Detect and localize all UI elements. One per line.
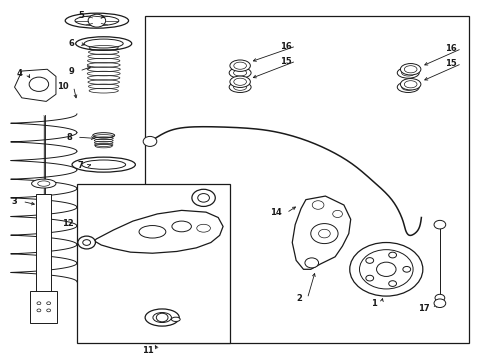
Circle shape bbox=[78, 236, 96, 249]
Ellipse shape bbox=[82, 160, 125, 169]
Ellipse shape bbox=[75, 16, 119, 26]
Ellipse shape bbox=[397, 67, 419, 78]
Text: 8: 8 bbox=[66, 132, 72, 141]
Text: 6: 6 bbox=[69, 39, 74, 48]
Bar bbox=[30, 291, 57, 323]
Ellipse shape bbox=[402, 84, 415, 90]
Ellipse shape bbox=[172, 221, 192, 232]
Text: 5: 5 bbox=[78, 11, 84, 20]
Ellipse shape bbox=[75, 37, 132, 50]
Ellipse shape bbox=[404, 66, 417, 73]
Text: 16: 16 bbox=[279, 41, 291, 50]
Ellipse shape bbox=[230, 76, 250, 87]
Ellipse shape bbox=[400, 64, 421, 75]
Circle shape bbox=[366, 275, 374, 281]
Circle shape bbox=[350, 243, 423, 296]
Ellipse shape bbox=[397, 82, 419, 93]
Ellipse shape bbox=[400, 78, 421, 90]
Ellipse shape bbox=[153, 312, 172, 323]
Text: 12: 12 bbox=[62, 220, 74, 229]
Circle shape bbox=[37, 309, 41, 312]
Ellipse shape bbox=[38, 181, 50, 186]
Ellipse shape bbox=[402, 69, 415, 76]
Ellipse shape bbox=[139, 226, 166, 238]
Text: 4: 4 bbox=[17, 69, 23, 78]
Circle shape bbox=[434, 220, 446, 229]
Circle shape bbox=[389, 252, 396, 258]
Polygon shape bbox=[292, 196, 351, 269]
Bar bbox=[77, 184, 230, 342]
Circle shape bbox=[143, 136, 157, 147]
Ellipse shape bbox=[72, 157, 135, 172]
Ellipse shape bbox=[234, 62, 246, 69]
Polygon shape bbox=[84, 210, 223, 253]
Circle shape bbox=[305, 258, 318, 268]
Ellipse shape bbox=[230, 60, 250, 71]
Text: 2: 2 bbox=[296, 294, 302, 303]
Circle shape bbox=[83, 240, 91, 246]
Circle shape bbox=[435, 294, 445, 301]
Circle shape bbox=[318, 229, 330, 238]
Ellipse shape bbox=[84, 39, 123, 48]
Text: 14: 14 bbox=[270, 208, 282, 217]
Ellipse shape bbox=[172, 317, 180, 321]
Circle shape bbox=[192, 189, 215, 206]
Ellipse shape bbox=[229, 82, 251, 93]
Text: 15: 15 bbox=[279, 57, 291, 66]
Circle shape bbox=[312, 201, 324, 209]
Ellipse shape bbox=[93, 133, 115, 138]
Bar bbox=[145, 16, 469, 342]
Text: 7: 7 bbox=[77, 161, 83, 170]
Text: 10: 10 bbox=[57, 82, 69, 91]
Circle shape bbox=[403, 266, 411, 272]
Circle shape bbox=[156, 313, 168, 322]
Circle shape bbox=[389, 281, 396, 287]
Text: 16: 16 bbox=[445, 44, 457, 53]
Ellipse shape bbox=[234, 69, 246, 76]
Circle shape bbox=[311, 224, 338, 244]
Circle shape bbox=[47, 302, 50, 305]
Circle shape bbox=[88, 14, 106, 27]
Text: 13: 13 bbox=[109, 301, 121, 310]
Circle shape bbox=[29, 77, 49, 91]
Ellipse shape bbox=[65, 13, 128, 28]
Circle shape bbox=[360, 249, 413, 289]
Ellipse shape bbox=[234, 78, 246, 85]
Text: 3: 3 bbox=[12, 197, 18, 206]
Ellipse shape bbox=[229, 67, 251, 78]
Polygon shape bbox=[15, 69, 56, 102]
Text: 12: 12 bbox=[181, 184, 193, 193]
Ellipse shape bbox=[145, 309, 179, 326]
Ellipse shape bbox=[234, 84, 246, 90]
Circle shape bbox=[434, 299, 446, 307]
Text: 17: 17 bbox=[418, 304, 430, 313]
Circle shape bbox=[366, 258, 374, 264]
Text: 1: 1 bbox=[370, 299, 376, 308]
Ellipse shape bbox=[404, 81, 417, 88]
Circle shape bbox=[47, 309, 50, 312]
Text: 11: 11 bbox=[142, 346, 153, 355]
Ellipse shape bbox=[95, 144, 112, 148]
Text: 9: 9 bbox=[69, 67, 74, 76]
Bar bbox=[36, 194, 51, 294]
Circle shape bbox=[198, 194, 209, 202]
Ellipse shape bbox=[31, 179, 56, 188]
Circle shape bbox=[376, 262, 396, 276]
Circle shape bbox=[37, 302, 41, 305]
Circle shape bbox=[333, 210, 343, 217]
Text: 15: 15 bbox=[445, 59, 457, 68]
Ellipse shape bbox=[197, 224, 210, 232]
